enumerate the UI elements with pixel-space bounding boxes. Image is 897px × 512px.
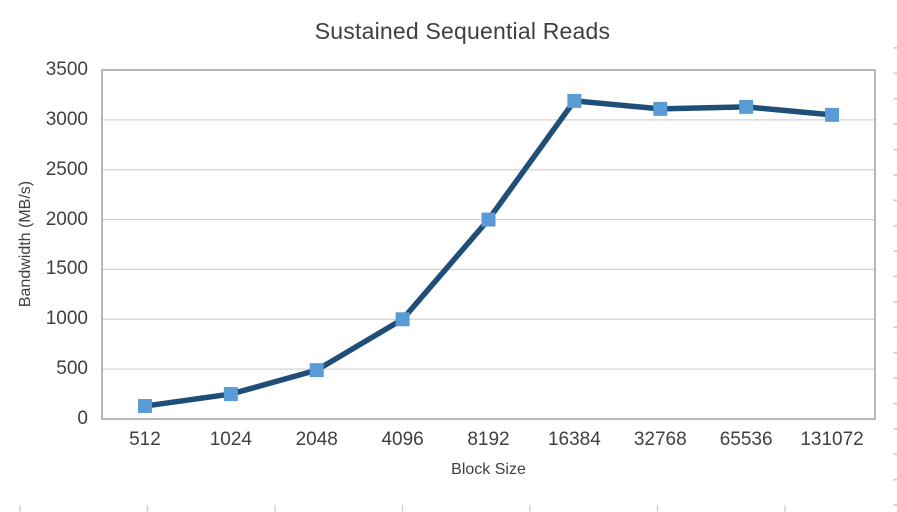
y-tick-label: 3500	[45, 59, 88, 80]
x-tick-label: 4096	[381, 429, 424, 450]
x-axis-title: Block Size	[451, 461, 526, 478]
y-tick-label: 500	[56, 358, 88, 380]
right-edge-dot-artifact	[893, 428, 897, 430]
data-point-marker	[739, 99, 754, 114]
right-edge-dot-artifact	[893, 250, 897, 252]
x-tick-label: 1024	[209, 429, 252, 450]
data-point-marker	[223, 387, 238, 402]
right-edge-dot-artifact	[893, 72, 897, 75]
x-tick-label: 16384	[547, 429, 601, 450]
right-edge-dot-artifact	[893, 478, 897, 481]
y-tick-label: 0	[77, 408, 88, 429]
data-point-marker	[567, 93, 582, 108]
right-edge-dot-artifact	[893, 224, 897, 227]
y-tick-label: 1000	[45, 308, 88, 330]
data-point-marker	[137, 399, 152, 414]
y-tick-label: 2000	[45, 208, 88, 230]
right-edge-dot-artifact	[893, 199, 897, 202]
data-point-marker	[653, 101, 668, 116]
right-edge-dot-artifact	[893, 453, 897, 456]
data-line	[142, 98, 835, 409]
y-axis-title: Bandwidth (MB/s)	[17, 180, 34, 308]
y-tick-label: 1500	[45, 258, 88, 280]
x-tick-label: 512	[129, 429, 161, 450]
right-edge-dot-artifact	[893, 377, 897, 379]
right-edge-dot-artifact	[893, 148, 897, 151]
data-point-marker	[309, 363, 324, 378]
plot-border	[101, 69, 876, 420]
right-edge-dot-artifact	[893, 402, 897, 405]
right-edge-dot-artifact	[893, 97, 897, 100]
right-edge-dot-artifact	[893, 123, 897, 125]
x-tick-label: 8192	[467, 429, 510, 450]
chart-title: Sustained Sequential Reads	[314, 18, 611, 44]
right-edge-dot-artifact	[893, 504, 897, 506]
data-point-marker	[395, 312, 410, 327]
x-tick-label: 131072	[800, 429, 864, 450]
data-point-marker	[825, 107, 840, 122]
right-edge-dot-artifact	[893, 351, 897, 354]
right-edge-dot-artifact	[893, 47, 897, 49]
right-edge-dot-artifact	[893, 275, 897, 278]
y-tick-label: 3000	[45, 108, 88, 130]
x-tick-label: 65536	[719, 429, 773, 450]
right-edge-dot-artifact	[893, 326, 897, 329]
right-edge-dot-artifact	[893, 301, 897, 303]
y-tick-label: 2500	[45, 158, 88, 180]
right-edge-dot-artifact	[893, 174, 897, 176]
x-tick-label: 32768	[633, 429, 687, 450]
data-point-marker	[481, 212, 496, 227]
x-tick-label: 2048	[295, 429, 338, 450]
